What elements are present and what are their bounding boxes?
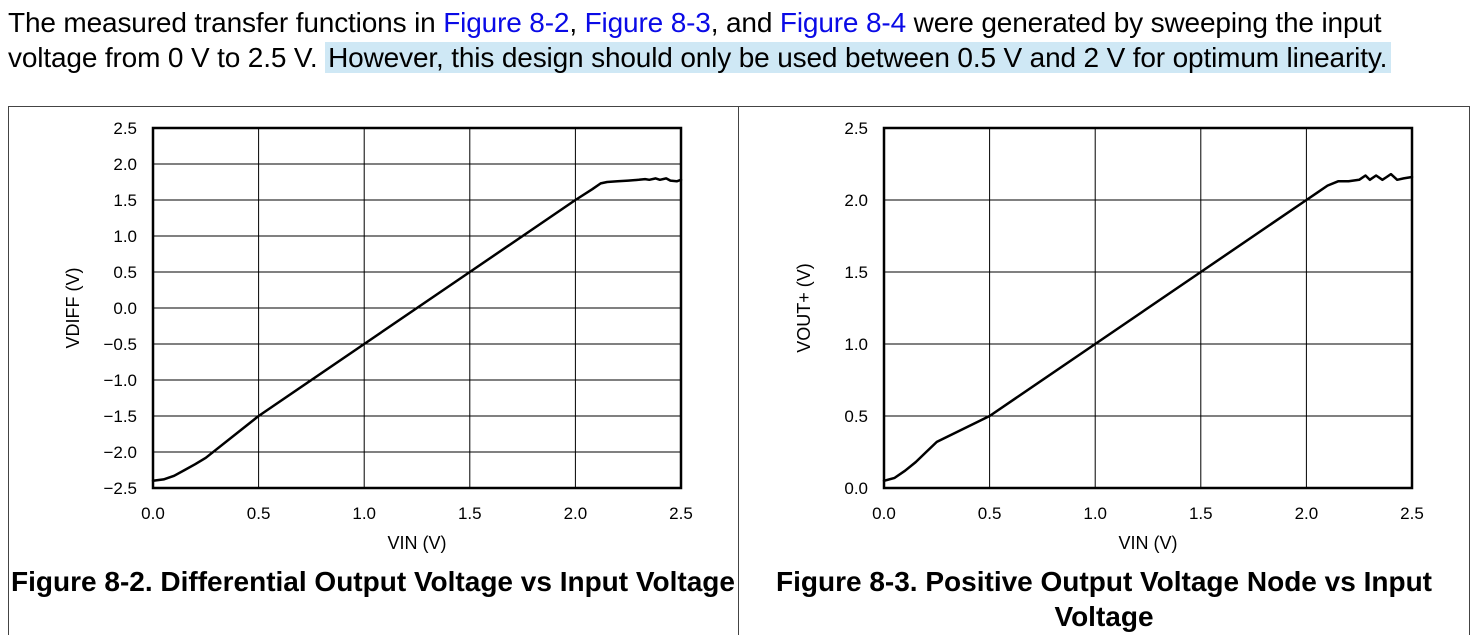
figure-8-3-caption: Figure 8-3. Positive Output Voltage Node… — [776, 566, 1432, 632]
paragraph-separator: , — [569, 7, 585, 38]
paragraph-separator: , and — [710, 7, 780, 38]
highlighted-text: However, this design should only be used… — [325, 42, 1392, 73]
x-tick-label: 0.0 — [872, 504, 896, 523]
y-tick-label: 0.0 — [844, 479, 868, 498]
y-tick-label: 2.5 — [844, 119, 868, 138]
intro-paragraph: The measured transfer functions in Figur… — [8, 5, 1474, 75]
y-tick-label: 1.0 — [113, 227, 137, 246]
y-tick-label: 1.5 — [844, 263, 868, 282]
figure-8-2-link[interactable]: Figure 8-2 — [443, 7, 570, 38]
y-tick-label: 2.0 — [844, 191, 868, 210]
figure-8-2-caption: Figure 8-2. Differential Output Voltage … — [11, 566, 735, 597]
y-tick-label: 2.0 — [113, 155, 137, 174]
x-tick-label: 2.0 — [1295, 504, 1319, 523]
x-tick-label: 2.0 — [564, 504, 588, 523]
figure-8-3-chart: 0.0 0.5 1.0 1.5 2.0 2.5 2.5 2.0 1.5 1.0 0.5 0.0 VIN … — [794, 119, 1424, 553]
plot-frame — [151, 126, 683, 490]
paragraph-text: The measured transfer functions in — [8, 7, 444, 38]
y-tick-label: 2.5 — [113, 119, 137, 138]
x-tick-label: 0.5 — [247, 504, 271, 523]
figure-8-2-chart: 0.0 0.5 1.0 1.5 2.0 2.5 2.5 2.0 1.5 1.0 0.5 0.0 −0.5… — [63, 119, 693, 553]
figure-8-4-link[interactable]: Figure 8-4 — [779, 7, 906, 38]
x-tick-label: 1.5 — [458, 504, 482, 523]
figure-table — [8, 106, 1470, 635]
x-tick-label: 0.0 — [141, 504, 165, 523]
y-tick-label: 1.0 — [844, 335, 868, 354]
y-tick-label: 0.5 — [844, 407, 868, 426]
x-tick-label: 2.5 — [1400, 504, 1424, 523]
y-tick-label: −1.0 — [103, 371, 137, 390]
paragraph-text: were generated by sweeping the input vol… — [8, 7, 1382, 73]
y-tick-label: 0.5 — [113, 263, 137, 282]
y-tick-label: −1.5 — [103, 407, 137, 426]
y-tick-label: −0.5 — [103, 335, 137, 354]
y-tick-label: 0.0 — [113, 299, 137, 318]
x-axis-label: VIN (V) — [1118, 533, 1177, 553]
x-tick-label: 1.5 — [1189, 504, 1213, 523]
series-line — [882, 172, 1414, 483]
figure-8-3-link[interactable]: Figure 8-3 — [584, 7, 711, 38]
x-tick-label: 1.0 — [352, 504, 376, 523]
y-tick-label: −2.5 — [103, 479, 137, 498]
x-axis-label: VIN (V) — [387, 533, 446, 553]
x-tick-label: 2.5 — [669, 504, 693, 523]
figure-divider — [738, 106, 739, 635]
plot-frame — [882, 126, 1414, 490]
y-tick-label: 1.5 — [113, 191, 137, 210]
y-tick-label: −2.0 — [103, 443, 137, 462]
x-tick-label: 0.5 — [978, 504, 1002, 523]
y-axis-label: VDIFF (V) — [63, 268, 83, 349]
series-line — [151, 177, 683, 483]
x-tick-label: 1.0 — [1083, 504, 1107, 523]
y-axis-label: VOUT+ (V) — [794, 263, 814, 353]
